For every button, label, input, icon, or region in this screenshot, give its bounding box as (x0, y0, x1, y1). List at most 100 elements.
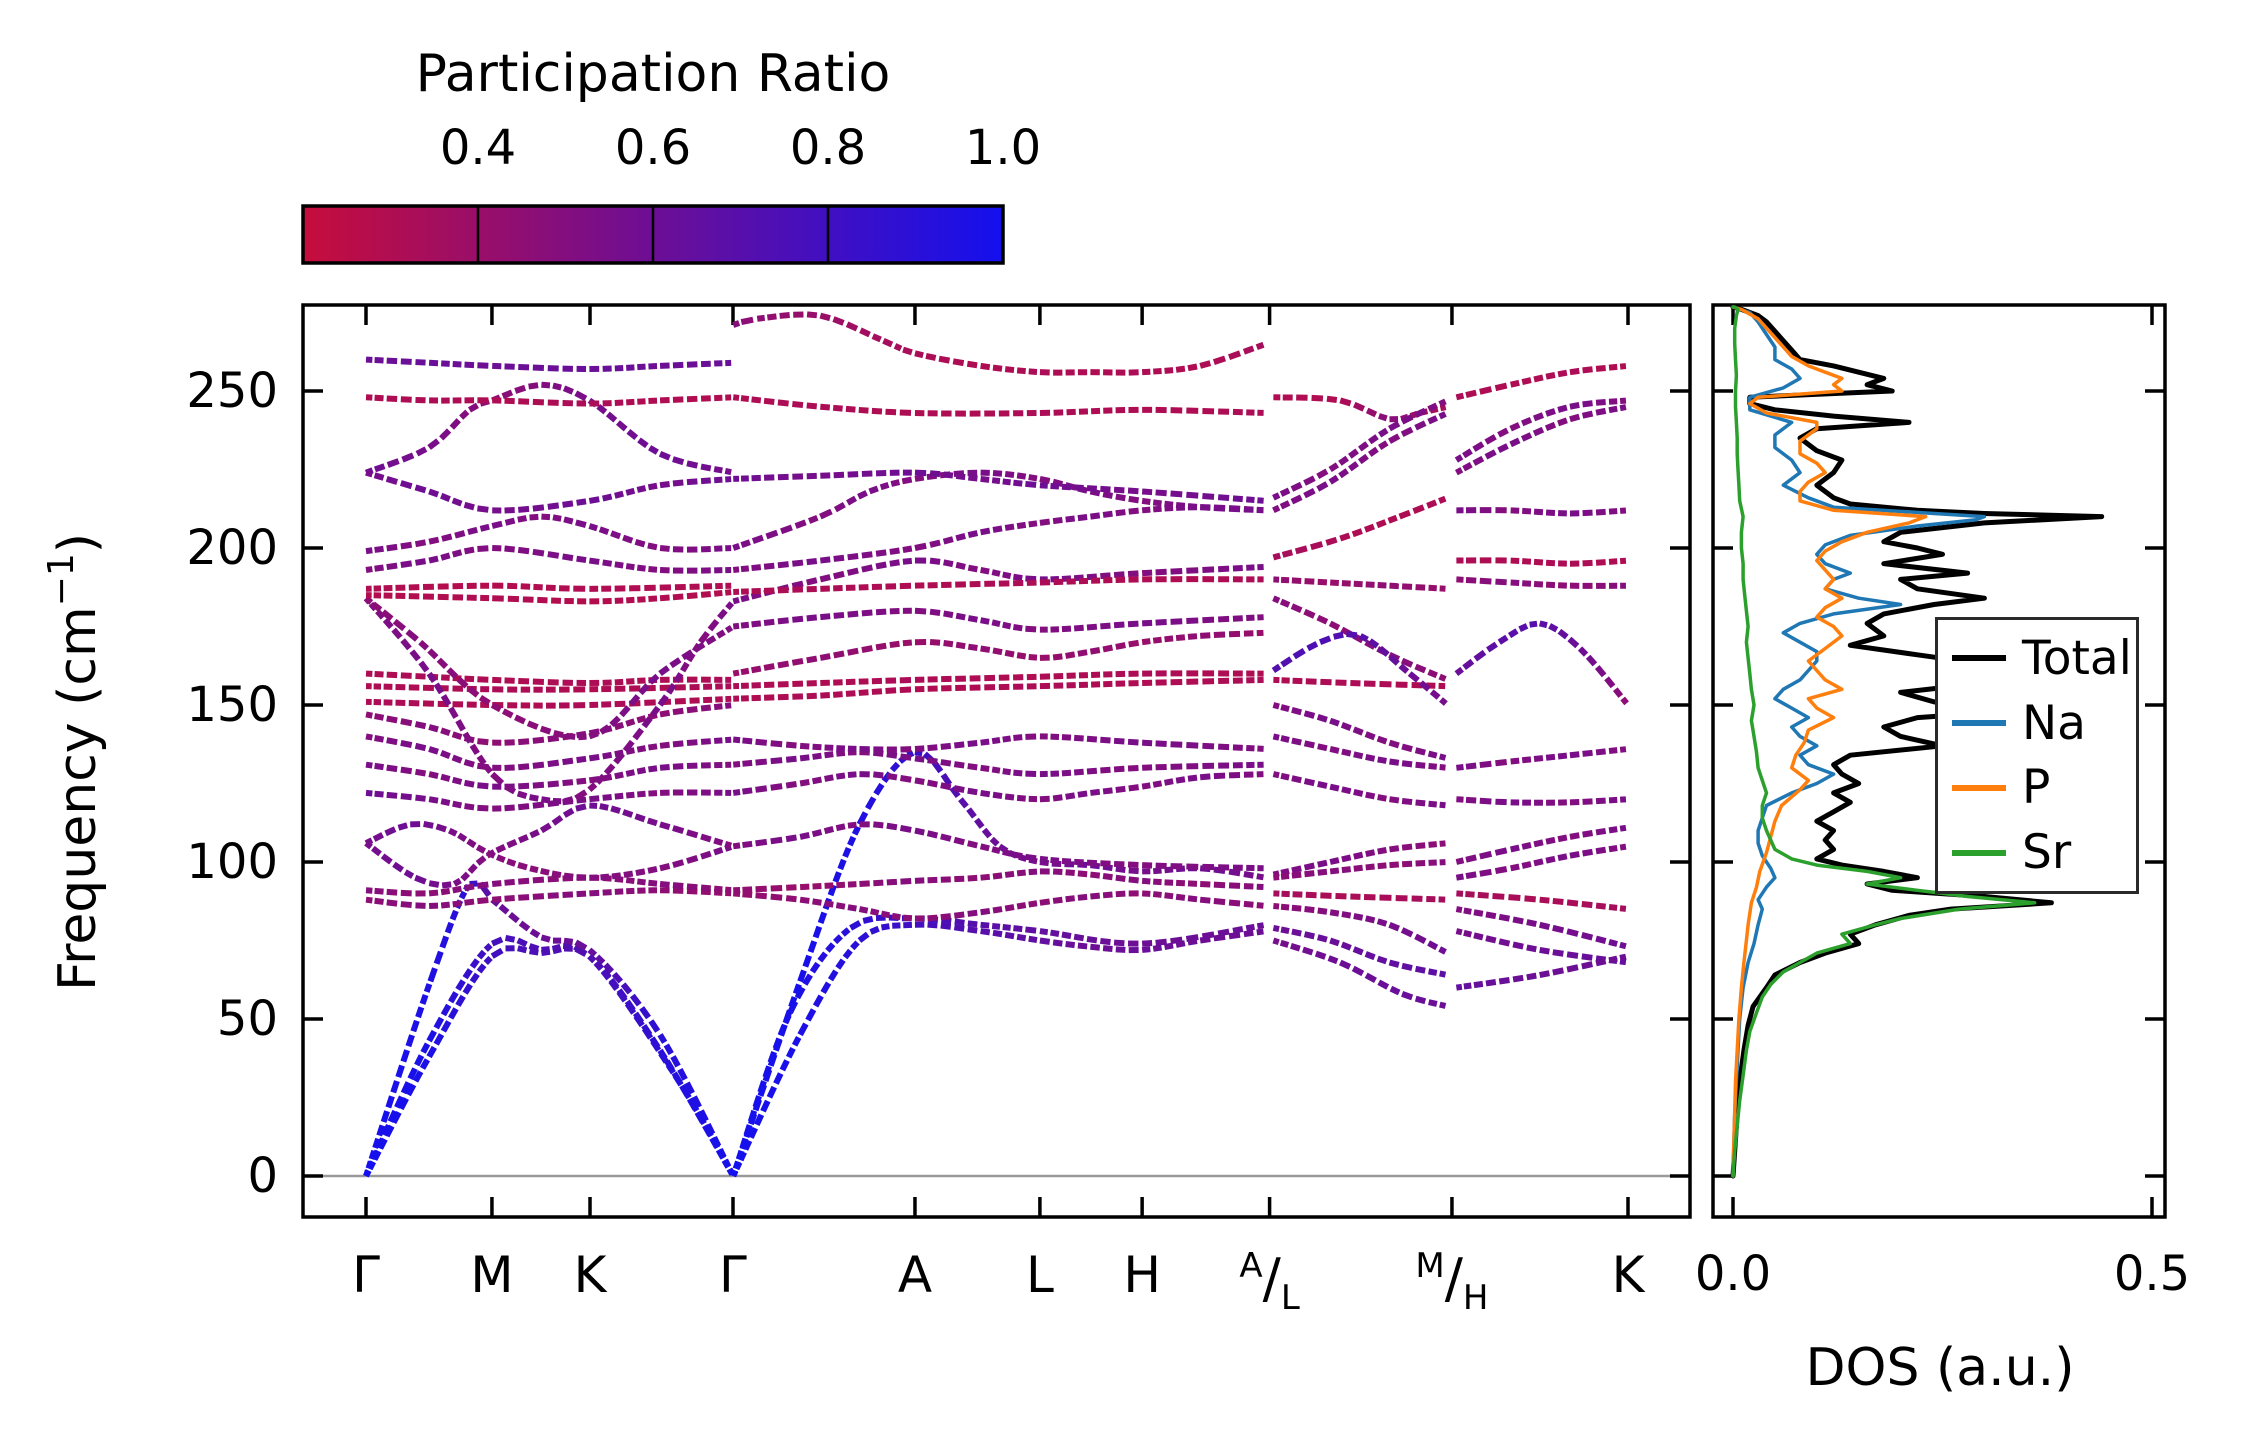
y-axis-label-sup: −1 (41, 553, 82, 607)
band-curve (732, 890, 1264, 922)
y-tick-label: 150 (186, 677, 278, 733)
band-curve (365, 394, 732, 407)
band-curve (1272, 733, 1446, 771)
k-tick-label: Γ (719, 1246, 747, 1304)
dos-tick-label: 0.5 (2113, 1246, 2191, 1302)
legend-item-sr: Sr (1952, 825, 2136, 880)
band-curve (365, 469, 732, 514)
band-curve (365, 789, 732, 812)
band-curve (1455, 843, 1627, 881)
dos-curve-sr (1731, 305, 2037, 1178)
band-curve (1456, 507, 1627, 517)
legend-item-p: P (1952, 760, 2136, 815)
band-curve (363, 596, 735, 805)
dos-tick-label: 0.0 (1694, 1246, 1772, 1302)
band-curve (1272, 840, 1446, 878)
k-tick-label: M/H (1415, 1246, 1489, 1318)
legend-item-na: Na (1952, 696, 2136, 751)
band-curve (733, 670, 1264, 690)
k-tick-label: K (1611, 1246, 1645, 1304)
band-curve (1271, 630, 1448, 706)
band-curve (732, 733, 1264, 753)
k-tick-label: Γ (352, 1246, 380, 1304)
band-curve (365, 695, 732, 709)
band-curves (363, 311, 1629, 1178)
band-curve (365, 702, 732, 746)
band-curve (365, 356, 732, 373)
dos-curves (1730, 304, 2105, 1179)
band-curve (1455, 928, 1627, 966)
band-curve (1455, 953, 1627, 991)
k-tick-label: L (1025, 1246, 1054, 1304)
band-curve (1456, 796, 1627, 806)
y-tick-label: 100 (186, 834, 278, 890)
band-curve (363, 934, 735, 1178)
k-tick-label: H (1123, 1246, 1161, 1304)
band-curve (1272, 937, 1447, 1009)
band-curve (363, 880, 735, 1177)
band-curve (365, 683, 732, 693)
band-curve (733, 576, 1264, 595)
band-curve (364, 381, 732, 476)
band-curve (1272, 411, 1447, 514)
band-curve (1272, 771, 1446, 809)
band-curve (365, 513, 732, 555)
band-curve (1272, 702, 1447, 761)
colorbar (301, 204, 1005, 265)
band-curve (364, 595, 734, 741)
dos-curve-p (1731, 305, 1928, 1178)
band-curve (1273, 890, 1446, 903)
band-curve (733, 868, 1264, 894)
band-curve (1273, 859, 1446, 881)
band-curve (730, 914, 1265, 1177)
band-curve (1456, 557, 1627, 567)
band-curve (732, 394, 1264, 417)
legend-item-total: Total (1952, 631, 2136, 686)
k-tick-label: A (897, 1246, 933, 1304)
band-curve (732, 607, 1264, 633)
dos-axes (1711, 303, 2167, 1219)
legend-swatch-sr (1952, 849, 2006, 856)
legend-label-total: Total (2022, 630, 2132, 686)
k-tick-label: A/L (1239, 1246, 1300, 1318)
band-curve (732, 311, 1265, 376)
legend-label-sr: Sr (2022, 825, 2072, 881)
legend-label-na: Na (2022, 695, 2086, 751)
band-curve (1273, 902, 1447, 955)
band-curve (732, 771, 1264, 803)
dos-curve-na (1731, 305, 1987, 1178)
band-curve (1456, 746, 1627, 771)
band-curve (365, 887, 732, 909)
band-curve (732, 629, 1264, 677)
band-curve (1272, 924, 1447, 978)
band-curve (732, 557, 1264, 605)
band-curve (1456, 890, 1627, 912)
dos-legend: Total Na P Sr (1935, 617, 2139, 894)
y-axis-label-text: Frequency (cm (48, 606, 108, 992)
band-curve (730, 921, 1264, 1178)
colorbar-tick-label: 0.6 (614, 120, 692, 176)
k-tick-label: M (470, 1246, 514, 1304)
y-tick-label: 0 (247, 1148, 278, 1204)
band-curve (733, 676, 1264, 702)
band-curve (1455, 824, 1627, 865)
colorbar-tick-label: 0.4 (439, 120, 517, 176)
y-axis-label: Frequency (cm−1) (41, 462, 108, 1062)
band-curve (730, 749, 1264, 1177)
colorbar-title: Participation Ratio (415, 44, 891, 104)
band-curve (365, 582, 732, 592)
legend-swatch-p (1952, 784, 2006, 791)
band-curve (1455, 906, 1627, 950)
band-curve (365, 589, 732, 605)
band-curve (1454, 397, 1627, 463)
band-curve (733, 469, 1264, 504)
band-curve (365, 761, 732, 790)
k-tick-label: K (573, 1246, 607, 1304)
band-curve (732, 821, 1264, 872)
band-curve (732, 749, 1264, 778)
band-curve (365, 545, 732, 574)
y-axis-label-end: ) (48, 532, 108, 554)
band-curve (1272, 495, 1447, 561)
band-curve (1455, 363, 1627, 401)
band-curve (1454, 404, 1627, 476)
